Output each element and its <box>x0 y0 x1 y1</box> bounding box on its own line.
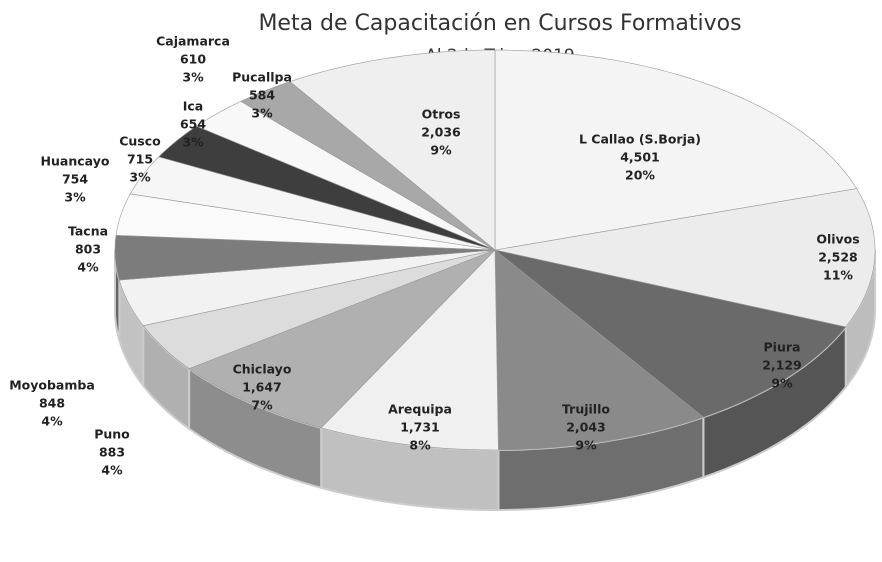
slice <box>129 156 496 251</box>
slice <box>494 49 858 251</box>
data-label-percent: 11% <box>823 268 853 283</box>
data-label-name: Moyobamba <box>9 378 95 393</box>
data-label-value: 848 <box>39 396 65 411</box>
data-label-percent: 9% <box>430 143 452 158</box>
slice <box>494 188 876 328</box>
data-label-name: Ica <box>183 99 204 114</box>
slice <box>289 49 496 251</box>
data-label-percent: 3% <box>251 106 273 121</box>
data-label-percent: 4% <box>101 463 123 478</box>
data-label-name: Piura <box>764 340 801 355</box>
slice <box>494 249 704 451</box>
data-label-name: Huancayo <box>41 154 110 169</box>
slice <box>158 125 496 251</box>
data-label-value: 2,043 <box>566 420 606 435</box>
data-label-value: 1,731 <box>400 420 440 435</box>
data-label-value: 2,528 <box>818 250 858 265</box>
data-label-percent: 20% <box>625 168 655 183</box>
slice <box>240 81 496 251</box>
data-label-name: Puno <box>94 427 130 442</box>
data-label-value: 883 <box>99 445 125 460</box>
data-label-percent: 8% <box>409 438 431 453</box>
data-label-name: Pucallpa <box>232 70 292 85</box>
data-label-name: Arequipa <box>388 402 452 417</box>
data-label-value: 610 <box>180 52 206 67</box>
data-label-name: L Callao (S.Borja) <box>579 132 701 147</box>
data-label-percent: 9% <box>575 438 597 453</box>
slice <box>142 249 496 369</box>
data-label-value: 715 <box>127 152 153 167</box>
data-label-name: Otros <box>422 107 461 122</box>
slice <box>188 249 496 429</box>
data-label-name: Tacna <box>68 224 108 239</box>
data-label-percent: 9% <box>771 376 793 391</box>
data-label-percent: 3% <box>129 170 151 185</box>
data-label-value: 2,129 <box>762 358 802 373</box>
data-label-percent: 4% <box>41 414 63 429</box>
data-label-value: 2,036 <box>421 125 461 140</box>
slice <box>118 249 496 327</box>
data-label-name: Olivos <box>816 232 859 247</box>
data-label-name: Chiclayo <box>233 362 292 377</box>
data-label-name: Trujillo <box>562 402 610 417</box>
data-label-name: Cusco <box>119 134 161 149</box>
data-label-percent: 4% <box>77 260 99 275</box>
data-label-percent: 3% <box>64 190 86 205</box>
data-label-value: 584 <box>249 88 275 103</box>
data-label-value: 4,501 <box>620 150 660 165</box>
data-label-value: 654 <box>180 117 206 132</box>
slice <box>195 100 496 251</box>
slice <box>115 193 496 251</box>
slice <box>494 249 847 418</box>
data-label-percent: 3% <box>182 70 204 85</box>
chart-title: Meta de Capacitación en Cursos Formativo… <box>258 11 741 36</box>
data-label-name: Cajamarca <box>156 34 230 49</box>
data-label-value: 803 <box>75 242 101 257</box>
data-label-value: 1,647 <box>242 380 282 395</box>
slice <box>320 249 499 451</box>
data-label-value: 754 <box>62 172 88 187</box>
data-label-percent: 3% <box>182 135 204 150</box>
data-label-percent: 7% <box>251 398 273 413</box>
